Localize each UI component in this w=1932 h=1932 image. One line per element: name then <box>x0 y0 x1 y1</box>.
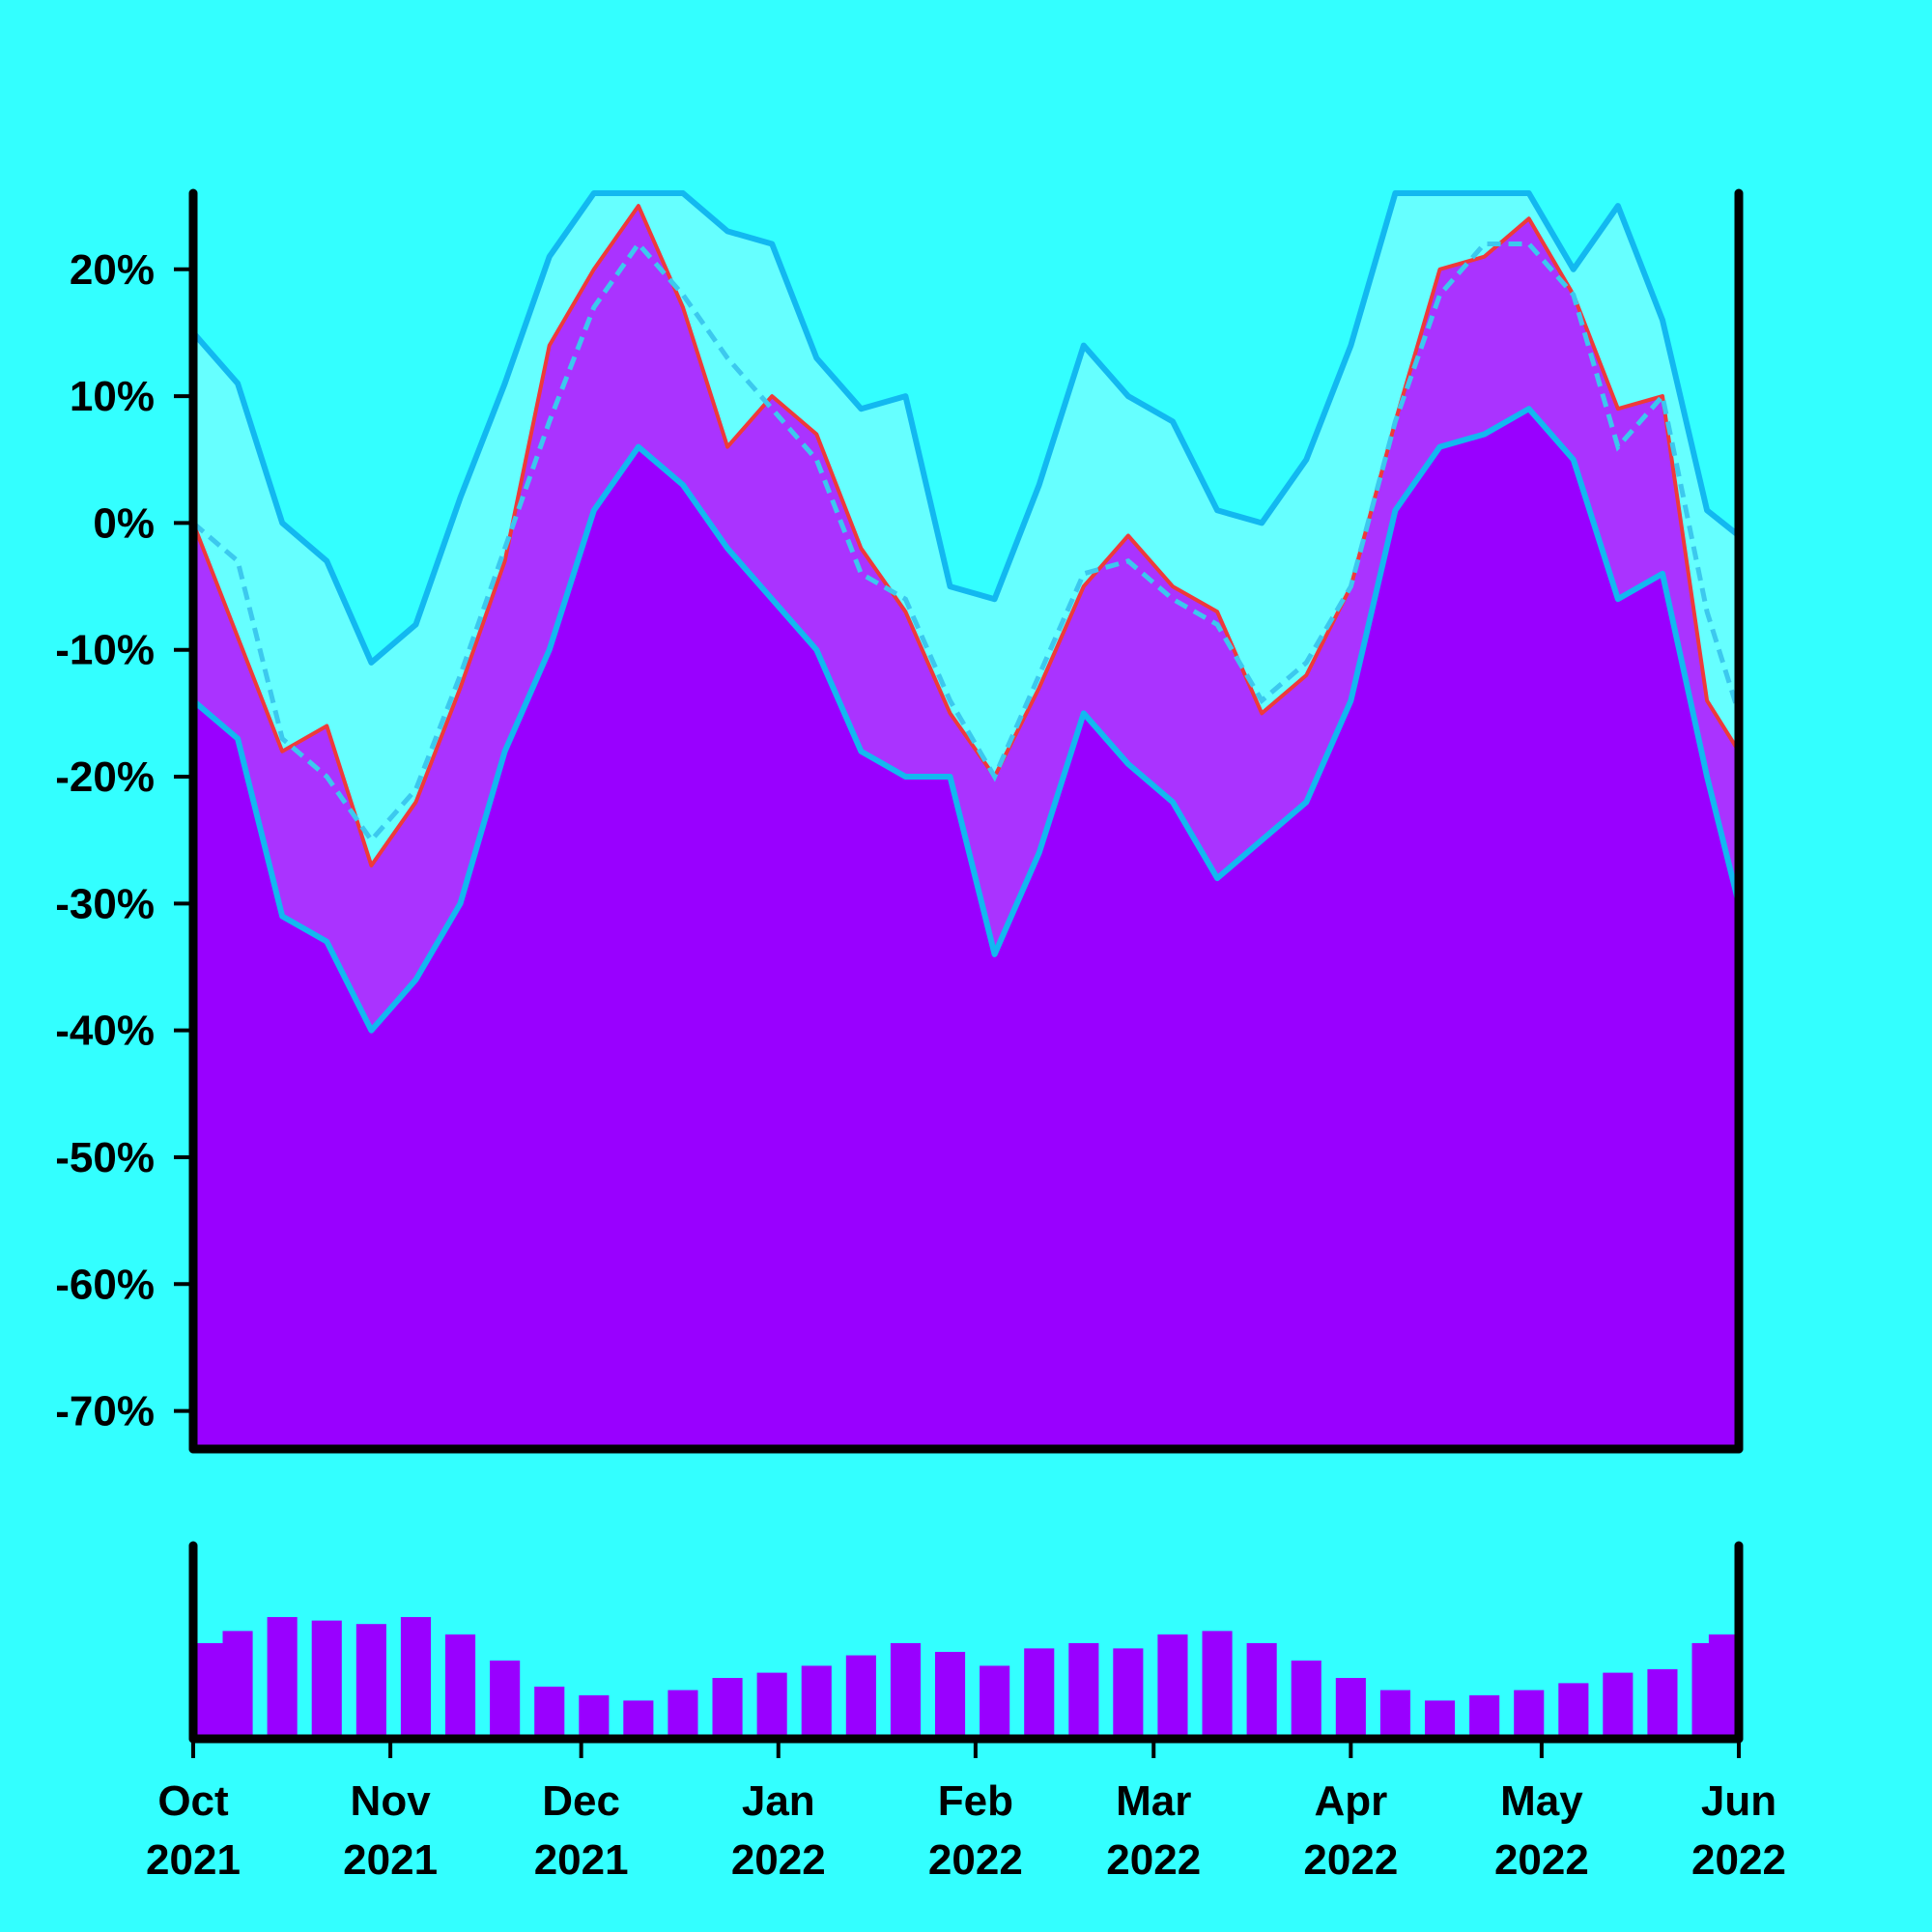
y-tick-label: 10% <box>70 373 155 420</box>
volume-bar <box>1603 1672 1634 1739</box>
x-tick-label-month: Nov <box>351 1777 432 1825</box>
volume-bar <box>355 1624 386 1739</box>
volume-bar <box>1708 1634 1739 1739</box>
moving-average-line <box>191 240 1742 844</box>
volume-bar <box>1647 1669 1678 1739</box>
upper-band-line <box>190 190 1741 666</box>
volume-bar <box>1425 1700 1456 1739</box>
volume-bar <box>845 1655 876 1739</box>
x-tick-label-month: Jun <box>1701 1777 1776 1825</box>
x-tick-label-year: 2022 <box>1494 1836 1589 1884</box>
main-plot: 20% 10% 0% -10% -20% -30% -40% -50% -60% -70% <box>55 188 1744 1454</box>
lower-band-line <box>191 406 1742 1034</box>
y-tick-label: -40% <box>55 1008 155 1055</box>
y-tick-label: -20% <box>55 753 155 801</box>
y-tick-label: -70% <box>55 1388 155 1435</box>
x-tick-label-year: 2021 <box>534 1836 629 1884</box>
volume-bar <box>1068 1643 1099 1739</box>
volume-bar <box>1379 1690 1410 1739</box>
volume-bar <box>1514 1690 1545 1739</box>
volume-bar <box>668 1690 698 1739</box>
x-tick-label-year: 2021 <box>343 1836 438 1884</box>
volume-bar <box>1157 1634 1188 1739</box>
volume-bar <box>1246 1643 1277 1739</box>
volume-bar <box>1469 1695 1500 1739</box>
x-tick-label-year: 2022 <box>1303 1836 1398 1884</box>
y-tick-label: -30% <box>55 880 155 927</box>
volume-bar <box>890 1643 921 1739</box>
x-tick-label-month: Mar <box>1116 1777 1191 1825</box>
volume-bar <box>400 1617 431 1739</box>
x-tick-label-month: May <box>1500 1777 1583 1825</box>
volume-bar <box>980 1665 1010 1739</box>
x-tick-label-month: Feb <box>938 1777 1013 1825</box>
volume-bar <box>579 1695 610 1739</box>
volume-bar <box>1113 1648 1144 1739</box>
volume-bar <box>712 1678 743 1739</box>
x-tick-label-month: Oct <box>157 1777 229 1825</box>
volume-bar <box>1558 1683 1589 1739</box>
x-tick-label-year: 2022 <box>928 1836 1023 1884</box>
y-tick-label: -60% <box>55 1261 155 1308</box>
y-tick-label: -50% <box>55 1134 155 1181</box>
volume-plot: Oct 2021 Nov 2021 Dec 2021 Jan 2022 Feb 2022 Mar 20… <box>146 1541 1786 1884</box>
volume-bar <box>935 1652 966 1739</box>
y-tick-label: 20% <box>70 246 155 294</box>
x-tick-label-month: Apr <box>1314 1777 1387 1825</box>
y-tick-label: 0% <box>93 499 155 547</box>
y-tick-label: -10% <box>55 627 155 674</box>
x-tick-label-month: Dec <box>542 1777 620 1825</box>
volume-bar <box>1335 1678 1366 1739</box>
x-tick-label-month: Jan <box>742 1777 815 1825</box>
volume-bar <box>445 1634 476 1739</box>
volume-bar <box>756 1672 787 1739</box>
volume-bar <box>193 1643 224 1739</box>
volume-bar <box>801 1665 832 1739</box>
price-line <box>191 204 1741 867</box>
volume-bar <box>1024 1648 1055 1739</box>
volume-bar <box>1291 1661 1321 1739</box>
x-tick-label-year: 2022 <box>731 1836 826 1884</box>
volume-bar <box>490 1661 521 1739</box>
volume-bar <box>623 1700 654 1739</box>
x-tick-label-year: 2022 <box>1691 1836 1786 1884</box>
x-tick-label-year: 2022 <box>1106 1836 1201 1884</box>
volume-bar <box>222 1631 253 1739</box>
lower-band-area <box>193 409 1739 1450</box>
x-tick-label-year: 2021 <box>146 1836 241 1884</box>
volume-bar <box>534 1687 565 1739</box>
volume-bar <box>1202 1631 1233 1739</box>
volume-bar <box>267 1617 298 1739</box>
volume-bar <box>311 1620 342 1739</box>
